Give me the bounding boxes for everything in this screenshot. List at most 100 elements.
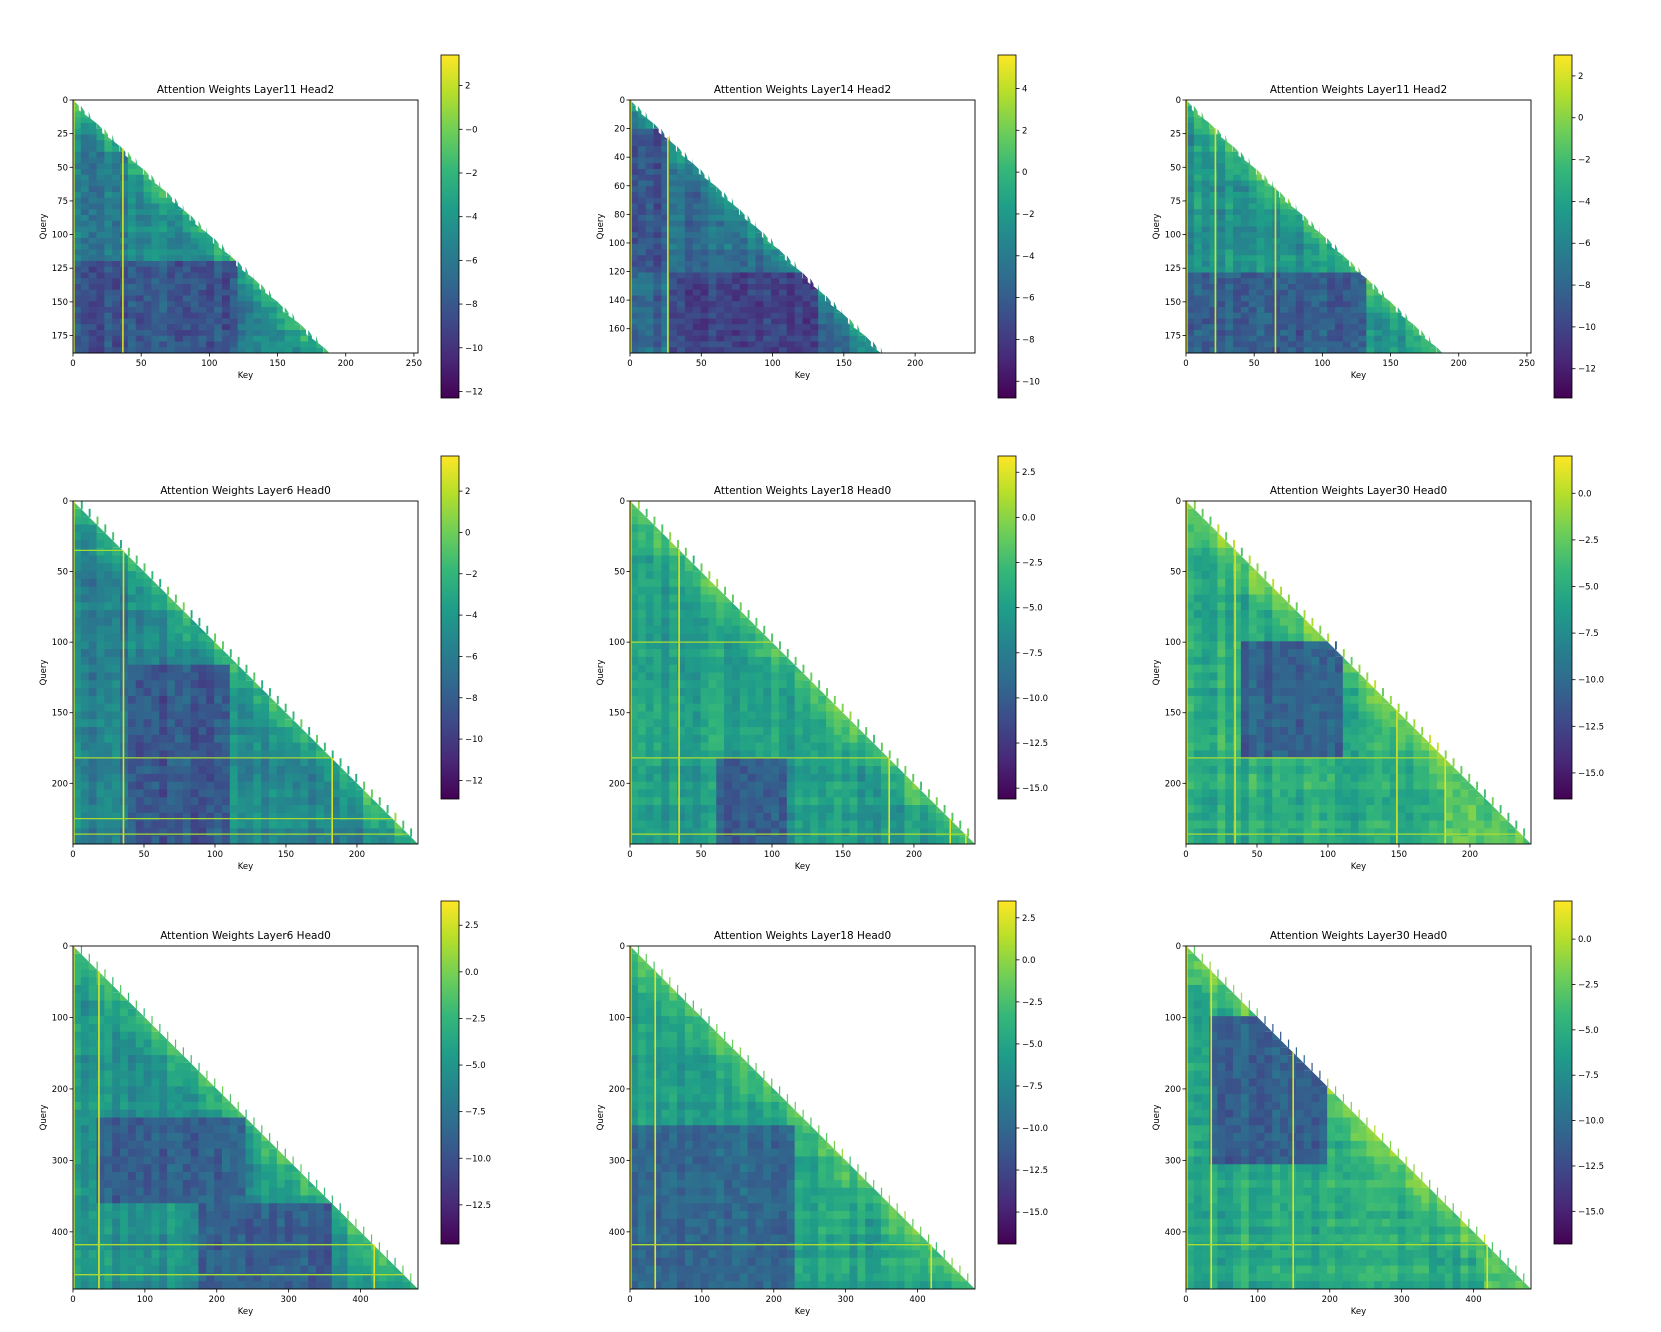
- heatmap-cell: [685, 169, 693, 175]
- heatmap-cell: [1319, 641, 1327, 649]
- heatmap-cell: [1319, 244, 1327, 250]
- y-tick-label: 0: [1176, 96, 1181, 106]
- heatmap-cell: [1264, 261, 1272, 267]
- heatmap-cell: [1194, 301, 1202, 307]
- heatmap-cell: [755, 704, 763, 712]
- heatmap-cell: [1288, 296, 1296, 302]
- heatmap-cell: [1249, 618, 1257, 626]
- heatmap-cell: [191, 634, 199, 642]
- heatmap-cell: [89, 250, 97, 256]
- heatmap-cell: [136, 267, 144, 273]
- heatmap-cell: [1311, 232, 1319, 238]
- heatmap-cell: [1210, 319, 1218, 325]
- heatmap-cell: [740, 301, 748, 307]
- heatmap-cell: [810, 688, 818, 696]
- heatmap-cell: [144, 797, 152, 805]
- heatmap-cell: [151, 330, 159, 336]
- heatmap-cell: [779, 284, 787, 290]
- heatmap-cell: [167, 227, 175, 233]
- heatmap-cell: [771, 673, 779, 681]
- heatmap-cell: [159, 284, 167, 290]
- heatmap-cell: [1272, 579, 1274, 587]
- heatmap-cell: [654, 836, 662, 844]
- heatmap-cell: [120, 255, 128, 261]
- heatmap-cell: [120, 261, 128, 267]
- x-axis-label: Key: [1351, 371, 1366, 381]
- heatmap-cell: [206, 296, 214, 302]
- heatmap-cell: [144, 805, 152, 813]
- heatmap-cell: [214, 836, 222, 844]
- heatmap-cell: [128, 284, 136, 290]
- heatmap-cell: [104, 602, 112, 610]
- heatmap-cell: [1225, 324, 1233, 330]
- heatmap-cell: [1233, 284, 1241, 290]
- heatmap-cell: [285, 797, 293, 805]
- heatmap-cell: [97, 255, 105, 261]
- heatmap-cell: [787, 319, 795, 325]
- heatmap-cell: [167, 587, 169, 595]
- heatmap-cell: [1217, 336, 1225, 342]
- heatmap-cell: [701, 209, 709, 215]
- heatmap-cell: [183, 336, 191, 342]
- chart-title: Attention Weights Layer11 Head2: [1270, 84, 1447, 96]
- heatmap-cell: [967, 836, 975, 844]
- heatmap-cell: [1241, 618, 1249, 626]
- heatmap-cell: [308, 828, 316, 836]
- heatmap-cell: [159, 766, 167, 774]
- heatmap-cell: [112, 163, 120, 169]
- heatmap-cell: [755, 284, 763, 290]
- heatmap-cell: [144, 626, 152, 634]
- heatmap-cell: [246, 743, 254, 751]
- heatmap-cell: [104, 657, 112, 665]
- heatmap-cell: [748, 813, 756, 821]
- heatmap-cell: [803, 673, 811, 681]
- heatmap-cell: [97, 548, 105, 556]
- heatmap-cell: [128, 324, 136, 330]
- heatmap-cell: [912, 813, 920, 821]
- heatmap-cell: [222, 836, 230, 844]
- heatmap-cell: [1202, 181, 1210, 187]
- heatmap-cell: [646, 336, 654, 342]
- heatmap-cell: [693, 313, 701, 319]
- heatmap-cell: [1241, 215, 1249, 221]
- heatmap-cell: [316, 774, 324, 782]
- heatmap-cell: [685, 563, 693, 571]
- heatmap-cell: [104, 163, 112, 169]
- heatmap-cell: [81, 112, 85, 118]
- heatmap-cell: [755, 735, 763, 743]
- heatmap-cell: [175, 836, 183, 844]
- heatmap-cell: [1351, 278, 1359, 284]
- heatmap-cell: [128, 634, 136, 642]
- heatmap-cell: [693, 735, 701, 743]
- heatmap-cell: [677, 227, 685, 233]
- heatmap-cell: [740, 221, 748, 227]
- heatmap-cell: [144, 278, 152, 284]
- heatmap-cell: [104, 641, 112, 649]
- heatmap-cell: [324, 347, 329, 353]
- heatmap-cell: [308, 782, 316, 790]
- heatmap-cell: [104, 649, 112, 657]
- heatmap-cell: [850, 828, 858, 836]
- heatmap-cell: [693, 805, 701, 813]
- heatmap-cell: [1319, 238, 1326, 244]
- heatmap-cell: [1257, 215, 1265, 221]
- heatmap-cell: [661, 556, 669, 564]
- heatmap-cell: [1272, 324, 1280, 330]
- heatmap-cell: [191, 618, 199, 626]
- heatmap-cell: [261, 805, 269, 813]
- heatmap-cell: [740, 704, 748, 712]
- heatmap-cell: [81, 221, 89, 227]
- heatmap-cell: [261, 330, 269, 336]
- heatmap-cell: [136, 181, 144, 187]
- heatmap-cell: [81, 680, 89, 688]
- heatmap-cell: [293, 821, 301, 829]
- heatmap-cell: [175, 336, 183, 342]
- heatmap-cell: [1437, 347, 1442, 353]
- heatmap-cell: [308, 789, 316, 797]
- heatmap-cell: [230, 307, 238, 313]
- heatmap-cell: [771, 680, 779, 688]
- heatmap-cell: [1257, 336, 1265, 342]
- heatmap-cell: [144, 324, 152, 330]
- heatmap-cell: [1382, 290, 1384, 296]
- heatmap-cell: [795, 330, 803, 336]
